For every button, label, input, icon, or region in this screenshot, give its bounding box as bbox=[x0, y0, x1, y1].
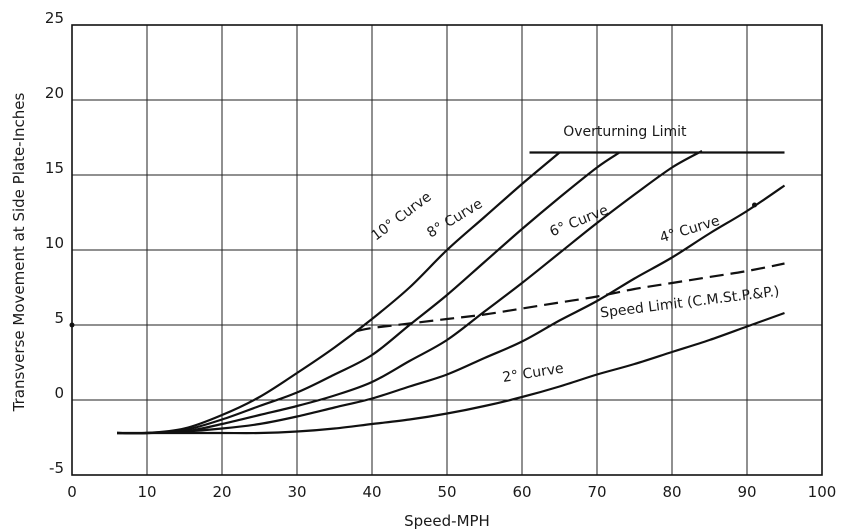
curve-label: 4° Curve bbox=[658, 213, 722, 246]
series-line-8deg-curve bbox=[116, 151, 621, 435]
x-tick-labels: 0 10 20 30 40 50 60 70 80 90 100 bbox=[67, 483, 836, 501]
x-tick-label: 0 bbox=[67, 483, 77, 501]
markers bbox=[69, 202, 757, 328]
series-line-2deg-curve bbox=[116, 311, 785, 435]
x-tick-label: 10 bbox=[137, 483, 156, 501]
series-line-10deg-curve bbox=[116, 151, 561, 435]
y-tick-label: 25 bbox=[45, 9, 64, 27]
x-tick-label: 80 bbox=[662, 483, 681, 501]
y-tick-label: 10 bbox=[45, 234, 64, 252]
y-tick-label: 5 bbox=[54, 309, 64, 327]
plot-frame bbox=[71, 24, 823, 476]
curve-label: 2° Curve bbox=[501, 361, 564, 386]
data-marker bbox=[752, 202, 757, 208]
y-tick-label: 15 bbox=[45, 159, 64, 177]
x-tick-label: 60 bbox=[512, 483, 531, 501]
y-tick-label: 0 bbox=[54, 384, 64, 402]
x-tick-label: 90 bbox=[737, 483, 756, 501]
y-axis-title: Transverse Movement at Side Plate-Inches bbox=[10, 92, 28, 412]
x-tick-label: 40 bbox=[362, 483, 381, 501]
y-tick-label: -5 bbox=[49, 459, 64, 477]
curve-label: 10° Curve bbox=[369, 189, 435, 244]
x-tick-label: 20 bbox=[212, 483, 231, 501]
curve-label: Speed Limit (C.M.St.P.&P.) bbox=[599, 284, 780, 322]
y-tick-labels: 25 20 15 10 5 0 -5 bbox=[45, 9, 64, 477]
grid bbox=[72, 25, 822, 475]
series-line-4deg-curve bbox=[116, 184, 786, 435]
curve-label: 8° Curve bbox=[424, 196, 485, 241]
x-tick-label: 100 bbox=[808, 483, 837, 501]
x-tick-label: 30 bbox=[287, 483, 306, 501]
curve-label: 6° Curve bbox=[548, 202, 611, 240]
series bbox=[116, 150, 786, 435]
x-axis-title: Speed-MPH bbox=[404, 512, 490, 530]
series-line-6deg-curve bbox=[116, 150, 703, 435]
curve-label: Overturning Limit bbox=[563, 124, 687, 140]
x-tick-label: 70 bbox=[587, 483, 606, 501]
data-marker bbox=[69, 322, 75, 328]
series-line-speed-limit-c-m-st-p-p bbox=[356, 262, 785, 333]
y-tick-label: 20 bbox=[45, 84, 64, 102]
x-tick-label: 50 bbox=[437, 483, 456, 501]
